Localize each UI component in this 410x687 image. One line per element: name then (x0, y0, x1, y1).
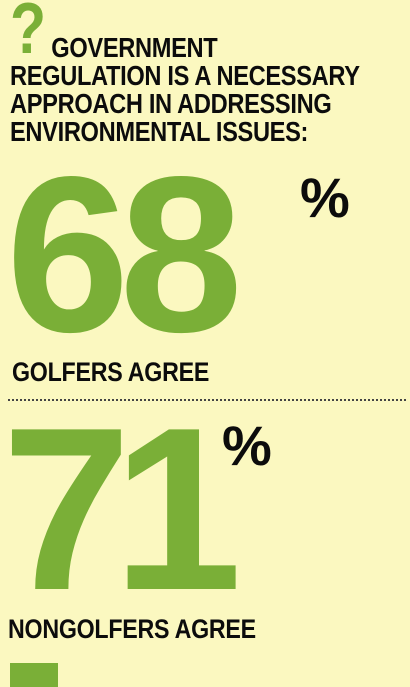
headline-line-1: GOVERNMENT (51, 32, 218, 63)
golfers-percent-sign: % (300, 166, 350, 229)
nongolfers-percentage-value: 71 (2, 380, 242, 639)
headline: GOVERNMENT REGULATION IS A NECESSARY APP… (10, 32, 360, 147)
nongolfers-percent-sign: % (222, 414, 272, 477)
accent-bar (10, 663, 58, 687)
golfers-agree-label: GOLFERS AGREE (12, 357, 210, 387)
headline-line-2: REGULATION IS A NECESSARY (10, 60, 360, 91)
section-divider (8, 399, 406, 401)
golfers-percentage-value: 68 (6, 131, 243, 379)
question-mark-icon: ? (10, 0, 47, 69)
headline-line-4: ENVIRONMENTAL ISSUES: (10, 116, 309, 147)
headline-line-3: APPROACH IN ADDRESSING (10, 88, 332, 119)
nongolfers-agree-label: NONGOLFERS AGREE (8, 614, 256, 644)
